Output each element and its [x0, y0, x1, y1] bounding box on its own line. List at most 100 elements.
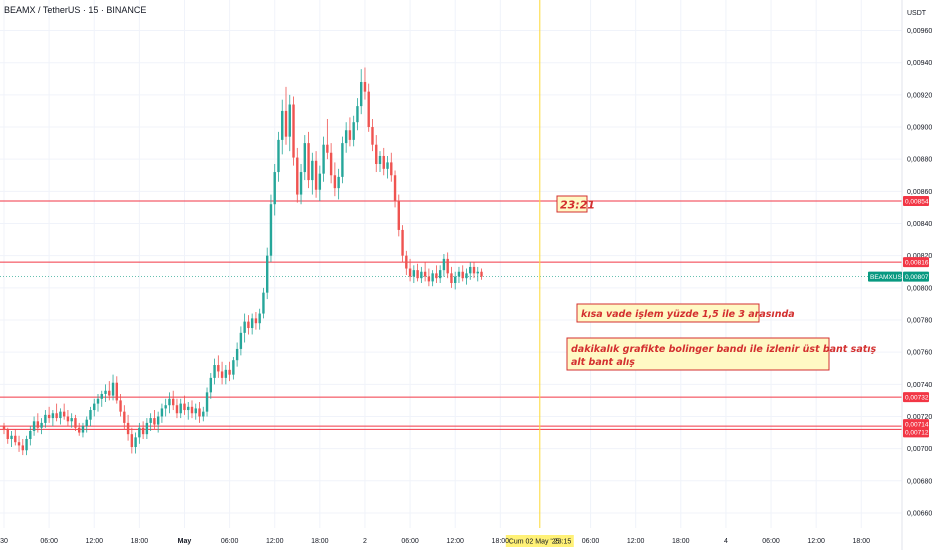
note-short-term-box [576, 303, 760, 323]
price-tick-label: 0,00880 [907, 157, 932, 164]
candle-body [130, 434, 134, 448]
note-short-term-text: kısa vade işlem yüzde 1,5 ile 3 arasında [581, 309, 795, 320]
price-axis[interactable]: 0,00960 0,00940 0,00920 0,00900 0,00880 0,008… [907, 28, 932, 517]
candle-body [104, 390, 107, 394]
time-tick-label: 06:00 [582, 538, 600, 545]
symbol-title[interactable]: BEAMX / TetherUS · 15 · BINANCE [4, 5, 146, 15]
price-tick-label: 0,00760 [907, 350, 932, 357]
candle-body [311, 160, 314, 181]
candle-body [44, 414, 47, 423]
time-annotation[interactable]: 23:21 [556, 195, 595, 213]
note-short-term[interactable]: kısa vade işlem yüzde 1,5 ile 3 arasında [576, 303, 795, 323]
candle-body [420, 271, 423, 279]
last-price-badge [903, 271, 929, 282]
level-price-badge [903, 427, 929, 438]
candle-body [190, 406, 194, 414]
candle-body [228, 369, 231, 375]
note-bollinger-line1: dakikalık grafikte bolinger bandı ile iz… [571, 344, 877, 355]
candle-body [29, 430, 32, 439]
candle-body [277, 139, 280, 173]
candle-body [344, 130, 348, 144]
candle-body [288, 104, 291, 137]
candle-body [36, 421, 40, 428]
note-bollinger[interactable]: dakikalık grafikte bolinger bandı ile iz… [566, 337, 877, 371]
candle-body [141, 427, 145, 435]
candle-body [93, 403, 96, 411]
candle-body [10, 435, 13, 439]
candle-body [134, 437, 137, 448]
candle-body [100, 393, 103, 399]
time-tick-label: 30 [0, 538, 8, 545]
candle-body [164, 405, 167, 409]
last-price-symbol-text: BEAMXUSDT [870, 274, 910, 281]
cursor-time-text: 23:15 [554, 539, 572, 546]
candle-body [299, 172, 303, 195]
candle-body [480, 271, 483, 277]
candle-body [40, 422, 43, 428]
candle-body [416, 270, 419, 279]
candle-body [446, 258, 449, 274]
candle-body [352, 122, 355, 140]
candle-body [423, 271, 427, 277]
time-tick-label: 18:00 [672, 538, 690, 545]
candle-body [149, 418, 152, 423]
time-annotation-box [556, 195, 588, 213]
time-tick-label: 12:00 [627, 538, 645, 545]
candle-body [393, 175, 397, 201]
candle-body [356, 106, 359, 123]
candle-body [175, 405, 179, 414]
candle-body [269, 204, 273, 256]
level-price-badge-text: 0,00854 [905, 198, 929, 205]
candle-body [2, 426, 6, 430]
candle-body [329, 152, 333, 176]
candle-body [156, 416, 160, 425]
level-price-badge [903, 195, 929, 206]
candle-body [435, 273, 438, 279]
time-tick-label: 06:00 [40, 538, 58, 545]
candle-body [74, 418, 77, 428]
candle-body [412, 270, 416, 277]
time-tick-label: 06:00 [762, 538, 780, 545]
level-price-badge [903, 257, 929, 268]
candle-body [66, 416, 70, 422]
candle-body [469, 266, 472, 274]
candle-body [273, 172, 276, 205]
price-badges: 0,00854 0,00816 0,00732 0,00714 0,00712 BEAMX… [868, 195, 929, 438]
candle-body [123, 411, 126, 423]
candle-body [183, 403, 186, 411]
time-tick-label: 12:00 [266, 538, 284, 545]
candle-body [454, 276, 457, 284]
last-price-symbol-badge [868, 271, 902, 282]
candle-body [209, 377, 212, 393]
candle-body [472, 266, 476, 274]
candle-body [284, 110, 288, 137]
level-price-badge [903, 419, 929, 430]
price-tick-label: 0,00720 [907, 414, 932, 421]
time-tick-label: 18:00 [492, 538, 510, 545]
price-tick-label: 0,00660 [907, 510, 932, 517]
candle-body [262, 292, 265, 314]
candle-body [32, 421, 36, 431]
candle-body [55, 413, 58, 419]
candle-body [431, 273, 434, 282]
candle-body [235, 348, 239, 361]
candle-body [217, 365, 220, 372]
candle-body [457, 271, 461, 277]
candle-body [360, 81, 363, 107]
note-bollinger-line2: alt bant alış [571, 357, 635, 368]
level-price-badge [903, 392, 929, 403]
candle-body [390, 162, 393, 176]
time-axis[interactable]: 30 06:00 12:00 18:00 May 06:00 12:00 18:00 2 06:0… [0, 538, 870, 545]
candle-body [89, 410, 92, 420]
candle-body [202, 411, 205, 417]
price-tick-label: 0,00700 [907, 446, 932, 453]
candle-body [254, 318, 258, 324]
time-tick-label: 06:00 [221, 538, 239, 545]
candle-body [85, 419, 88, 427]
candle-body [337, 176, 340, 189]
candle-body [187, 406, 190, 411]
candle-body [318, 173, 322, 190]
candle-body [333, 175, 337, 189]
level-price-badge-text: 0,00712 [905, 430, 929, 437]
